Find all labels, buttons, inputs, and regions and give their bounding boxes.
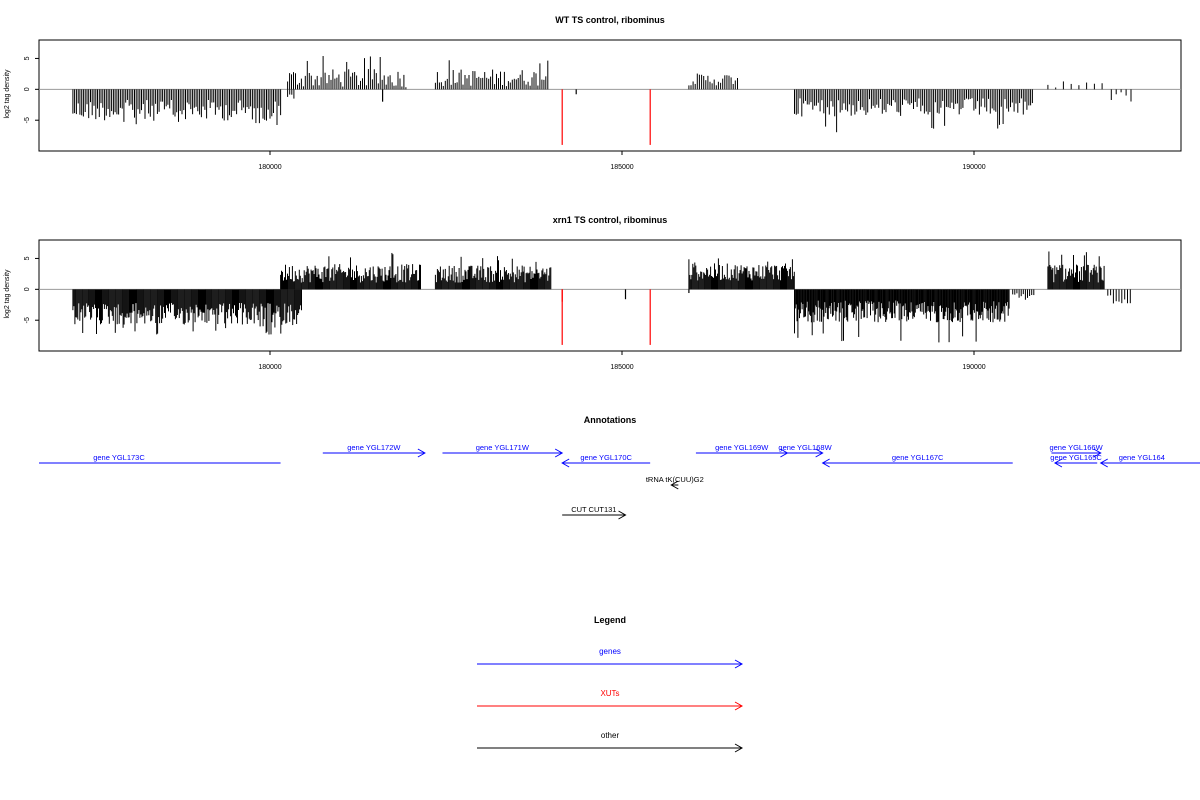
feature-label: gene YGL167C <box>892 453 944 462</box>
x-tick-label: 180000 <box>258 164 281 171</box>
x-axis-wt: 180000 185000 190000 <box>258 151 986 171</box>
legend-label: other <box>601 731 620 740</box>
feature-label: gene YGL170C <box>580 453 632 462</box>
feature-group: gene YGL173C gene YGL172W gene YGL171W gene… <box>39 443 1200 520</box>
y-tick-label: 5 <box>24 256 31 260</box>
track-title-xrn1: xrn1 TS control, ribominus <box>553 215 668 225</box>
legend-label: genes <box>599 647 621 656</box>
plot-frame-wt <box>38 39 1182 152</box>
feature-label: gene YGL168W <box>778 443 832 452</box>
x-tick-label: 180000 <box>258 364 281 371</box>
x-tick-label: 190000 <box>962 364 985 371</box>
y-tick-label: 0 <box>24 287 31 291</box>
feature-label: gene YGL164 <box>1119 453 1165 462</box>
y-axis-label-wt: log2 tag density <box>4 69 11 119</box>
legend-panel: Legend genes XUTs other <box>477 615 744 753</box>
legend-title: Legend <box>594 615 626 625</box>
y-tick-label: 5 <box>24 56 31 60</box>
feature-label: gene YGL173C <box>93 453 145 462</box>
x-axis-xrn1: 180000 185000 190000 <box>258 351 986 371</box>
feature-arrowhead <box>561 458 570 468</box>
feature-arrowhead <box>670 480 679 490</box>
y-tick-label: 0 <box>24 87 31 91</box>
y-tick-label: -5 <box>24 317 31 323</box>
legend-arrow-genes <box>477 659 744 669</box>
feature-arrowhead <box>554 448 564 458</box>
track-panel-wt: WT TS control, ribominus log2 tag densit… <box>4 15 1182 171</box>
legend-label: XUTs <box>600 689 619 698</box>
feature-label: gene YGL171W <box>476 443 530 452</box>
feature-label: gene YGL172W <box>347 443 401 452</box>
feature-label: tRNA tK(CUU)G2 <box>646 475 704 484</box>
feature-arrowhead <box>417 448 426 458</box>
feature-arrowhead <box>1053 458 1063 468</box>
y-tick-label: -5 <box>24 117 31 123</box>
feature-arrowhead <box>821 458 830 468</box>
feature-label: gene YGL169W <box>715 443 769 452</box>
y-axis-wt: -5 0 5 <box>24 56 39 123</box>
feature-arrowhead <box>618 510 627 520</box>
feature-arrowhead <box>1099 458 1108 468</box>
legend-items: genes XUTs other <box>477 647 744 753</box>
y-axis-xrn1: -5 0 5 <box>24 256 39 323</box>
feature-label: gene YGL166W <box>1049 443 1103 452</box>
bar-group-wt <box>72 56 1132 145</box>
annotations-title: Annotations <box>584 415 637 425</box>
legend-arrow-xuts <box>477 701 744 711</box>
feature-arrowhead <box>815 448 824 458</box>
feature-label: gene YGL165C <box>1050 453 1102 462</box>
bar-group-xrn1 <box>72 251 1131 345</box>
track-panel-xrn1: xrn1 TS control, ribominus log2 tag dens… <box>4 215 1182 371</box>
feature-arrowhead <box>1093 448 1102 458</box>
feature-label: CUT CUT131 <box>571 505 616 514</box>
plot-frame-xrn1 <box>38 239 1182 352</box>
x-tick-label: 185000 <box>610 164 633 171</box>
x-tick-label: 185000 <box>610 364 633 371</box>
legend-arrow-other <box>477 743 744 753</box>
track-title-wt: WT TS control, ribominus <box>555 15 665 25</box>
y-axis-label-xrn1: log2 tag density <box>4 269 11 319</box>
x-tick-label: 190000 <box>962 164 985 171</box>
